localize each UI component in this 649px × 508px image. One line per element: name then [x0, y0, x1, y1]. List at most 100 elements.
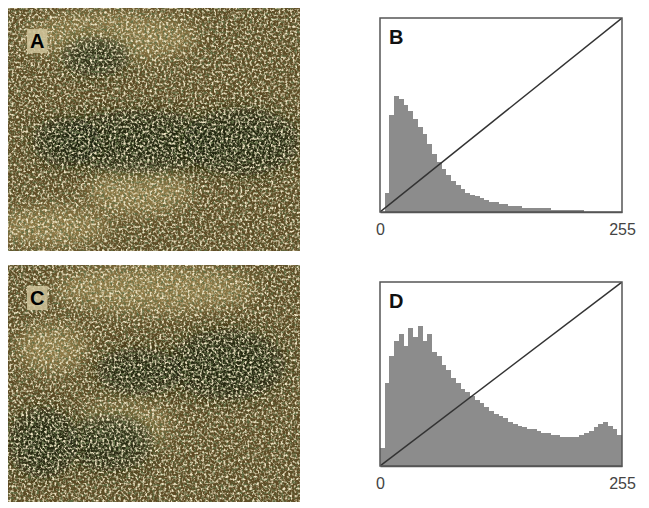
- x-axis: 0 255: [376, 212, 636, 238]
- histogram-bar: [603, 422, 608, 466]
- marks: [380, 18, 622, 212]
- histogram-bar: [394, 96, 399, 212]
- histogram-bar: [413, 337, 418, 466]
- histogram-bar: [589, 431, 594, 466]
- histogram-bar: [480, 198, 485, 212]
- histogram-bar: [437, 162, 442, 212]
- histogram-bar: [489, 411, 494, 466]
- photo: [8, 265, 300, 502]
- x-axis: 0 255: [376, 466, 636, 492]
- x-tick: 255: [609, 466, 636, 492]
- panel-label: A: [30, 30, 44, 52]
- histogram-bar: [518, 426, 523, 466]
- histogram-bar: [432, 154, 437, 212]
- histogram-bar: [551, 435, 556, 466]
- histogram-bar: [385, 383, 390, 466]
- histogram-bar: [508, 422, 513, 466]
- histogram-bar: [461, 189, 466, 212]
- histogram-bar: [389, 115, 394, 212]
- histogram-panel: 0 255 D: [376, 282, 636, 492]
- photo: [8, 8, 300, 251]
- histogram-bar: [413, 119, 418, 212]
- x-axis-line: [381, 212, 623, 214]
- histogram-bar: [404, 105, 409, 212]
- histogram-bar: [494, 202, 499, 212]
- histogram-bar: [494, 414, 499, 466]
- histogram-bar: [613, 429, 618, 466]
- marks: [380, 282, 622, 466]
- photo-texture: [8, 8, 300, 251]
- histogram-bar: [461, 389, 466, 466]
- histogram-bar: [456, 185, 461, 212]
- histogram-bar: [484, 407, 489, 466]
- histogram-bar: [499, 204, 504, 212]
- histogram-bar: [389, 356, 394, 466]
- histogram-bar: [465, 392, 470, 466]
- histogram-bar: [532, 429, 537, 466]
- histogram-bar: [537, 431, 542, 466]
- histogram-bar: [518, 206, 523, 212]
- histogram-bar: [503, 418, 508, 466]
- histogram-bar: [423, 134, 428, 212]
- photo-ground: [8, 8, 300, 251]
- histogram-bar: [579, 435, 584, 466]
- histogram-bar: [575, 437, 580, 466]
- x-axis-line: [381, 466, 623, 468]
- histogram-bar: [456, 383, 461, 466]
- histogram-bar: [408, 111, 413, 212]
- histogram-bar: [594, 427, 599, 466]
- histogram-bar: [427, 144, 432, 212]
- plot-frame: [380, 18, 622, 212]
- histogram-bar: [584, 433, 589, 466]
- histogram-bar: [556, 435, 561, 466]
- histogram-bar: [598, 424, 603, 466]
- photo-texture: [8, 8, 300, 251]
- histogram-bar: [608, 426, 613, 466]
- histogram-bar: [560, 437, 565, 466]
- histogram-bar: [408, 328, 413, 466]
- photo-ground: [8, 265, 300, 502]
- histogram-bar: [423, 341, 428, 466]
- histogram-bar: [503, 204, 508, 212]
- histogram-bar: [465, 193, 470, 212]
- histogram-bar: [394, 341, 399, 466]
- plot-frame: [380, 282, 622, 466]
- histogram-bar: [489, 202, 494, 212]
- histogram-bar: [475, 196, 480, 212]
- x-tick: 0: [376, 466, 385, 492]
- label-patch: [27, 29, 47, 53]
- histogram-bar: [475, 400, 480, 466]
- histogram-bar: [570, 437, 575, 466]
- plot-background: [380, 282, 622, 466]
- histogram-bar: [427, 334, 432, 466]
- plot-background: [380, 18, 622, 212]
- x-tick-label: 255: [609, 475, 636, 492]
- histogram-bar: [399, 334, 404, 466]
- histogram-bar: [480, 403, 485, 466]
- histogram-bar: [470, 195, 475, 212]
- photo-texture: [8, 265, 300, 502]
- histogram-bar: [437, 356, 442, 466]
- x-tick-label: 255: [609, 221, 636, 238]
- panel-label: D: [389, 290, 403, 312]
- histogram-bar: [451, 378, 456, 466]
- histogram-bar: [446, 175, 451, 212]
- x-tick-label: 0: [376, 221, 385, 238]
- x-tick: 0: [376, 212, 385, 238]
- histogram-bar: [484, 200, 489, 212]
- reference-line: [380, 18, 622, 212]
- histogram-bar: [418, 127, 423, 212]
- histogram-bar: [499, 416, 504, 466]
- photo-texture: [8, 265, 300, 502]
- histogram-bar: [522, 427, 527, 466]
- histogram-bar: [513, 206, 518, 212]
- histogram-bar: [508, 206, 513, 212]
- histogram-bar: [432, 352, 437, 466]
- label-patch: [27, 286, 47, 310]
- figure: AC0255B0255D: [0, 0, 649, 508]
- histogram-bar: [385, 193, 390, 212]
- panel-label: C: [30, 287, 44, 309]
- histogram-bar: [442, 169, 447, 212]
- histogram-bar: [541, 433, 546, 466]
- histogram-bar: [470, 396, 475, 466]
